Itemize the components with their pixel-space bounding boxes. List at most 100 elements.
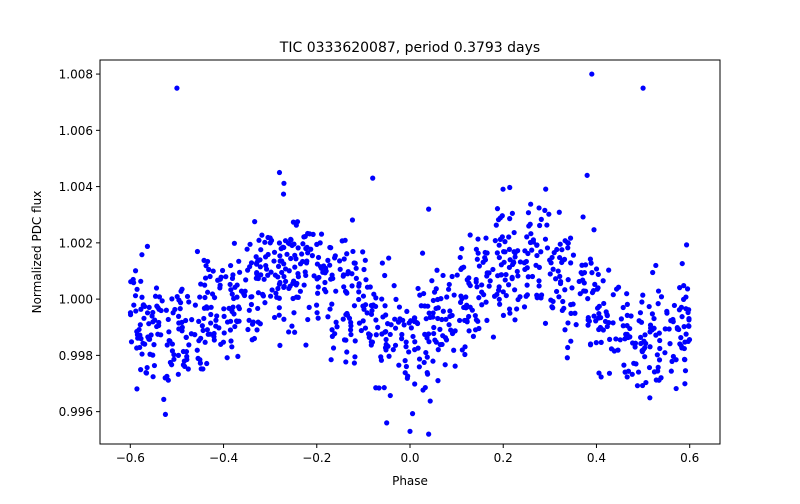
data-point	[214, 313, 220, 319]
data-point	[507, 310, 513, 316]
data-point	[301, 234, 307, 240]
data-point	[494, 250, 500, 256]
data-point	[309, 253, 315, 259]
data-point	[221, 313, 227, 319]
data-point	[138, 278, 144, 284]
data-point	[176, 297, 182, 303]
data-point	[148, 332, 154, 338]
data-point	[373, 332, 379, 338]
data-point	[363, 277, 369, 283]
y-axis-label: Normalized PDC flux	[30, 191, 44, 314]
data-point	[329, 272, 335, 278]
data-point	[318, 231, 325, 237]
data-point	[344, 349, 350, 355]
data-point	[538, 249, 544, 255]
data-point	[139, 294, 145, 300]
data-point	[294, 280, 300, 287]
data-point	[431, 289, 438, 295]
data-point	[483, 299, 489, 305]
data-point	[277, 279, 283, 286]
y-tick-label: 1.000	[59, 293, 93, 307]
data-point	[538, 216, 544, 222]
data-point	[352, 354, 358, 360]
data-point	[431, 330, 437, 337]
data-point	[137, 322, 143, 328]
data-point	[426, 431, 432, 437]
data-point	[292, 252, 298, 258]
data-point	[573, 322, 579, 328]
data-point	[475, 318, 481, 324]
data-point	[538, 292, 545, 298]
data-point	[194, 248, 201, 255]
data-point	[553, 288, 560, 295]
data-point	[369, 307, 375, 314]
data-point	[402, 358, 408, 364]
x-tick-label: 0.6	[680, 451, 699, 465]
data-point	[243, 277, 249, 283]
data-point	[473, 276, 479, 283]
x-tick-label: 0.4	[587, 451, 606, 465]
data-point	[524, 234, 530, 240]
data-point	[385, 321, 391, 327]
data-point	[192, 302, 198, 308]
data-point	[367, 332, 373, 338]
data-point	[527, 221, 533, 227]
data-point	[512, 287, 518, 293]
data-point	[416, 364, 422, 370]
data-point	[352, 260, 358, 266]
data-point	[603, 309, 609, 315]
data-point	[511, 260, 517, 266]
data-point	[276, 240, 283, 246]
data-point	[352, 338, 358, 344]
data-point	[235, 304, 242, 310]
data-point	[165, 316, 171, 323]
data-point	[474, 284, 480, 290]
data-point	[570, 301, 576, 307]
data-point	[547, 257, 553, 263]
data-point	[329, 301, 335, 307]
data-point	[329, 327, 335, 333]
data-point	[536, 205, 542, 211]
data-point	[525, 210, 532, 216]
data-point	[289, 242, 295, 249]
data-point	[509, 210, 515, 216]
data-point	[676, 307, 683, 313]
data-point	[328, 357, 334, 363]
data-point	[134, 286, 140, 292]
data-point	[596, 310, 602, 317]
data-point	[371, 291, 377, 297]
data-point	[152, 293, 159, 299]
data-point	[219, 267, 226, 274]
data-point	[248, 301, 255, 308]
data-point	[378, 354, 384, 360]
data-point	[562, 327, 568, 333]
data-point	[379, 296, 385, 302]
data-point	[392, 316, 398, 322]
data-point	[169, 296, 175, 302]
data-point	[361, 266, 367, 273]
data-point	[162, 411, 169, 418]
data-point	[565, 320, 571, 326]
data-point	[362, 325, 369, 331]
data-point	[555, 268, 561, 274]
data-point	[403, 363, 409, 370]
data-point	[228, 287, 234, 293]
data-point	[350, 248, 356, 255]
data-point	[490, 334, 497, 340]
data-point	[230, 304, 236, 310]
data-point	[246, 317, 252, 323]
data-point	[592, 281, 598, 287]
data-point	[469, 307, 475, 313]
data-point	[383, 336, 389, 343]
data-point	[589, 289, 596, 296]
x-tick-label: −0.6	[116, 451, 145, 465]
data-point	[275, 263, 282, 269]
data-point	[250, 319, 256, 325]
data-point	[158, 332, 164, 338]
data-point	[668, 368, 674, 374]
data-point	[341, 337, 348, 343]
data-point	[647, 395, 653, 401]
data-point	[638, 334, 644, 341]
data-point	[584, 172, 590, 178]
data-point	[679, 260, 685, 267]
